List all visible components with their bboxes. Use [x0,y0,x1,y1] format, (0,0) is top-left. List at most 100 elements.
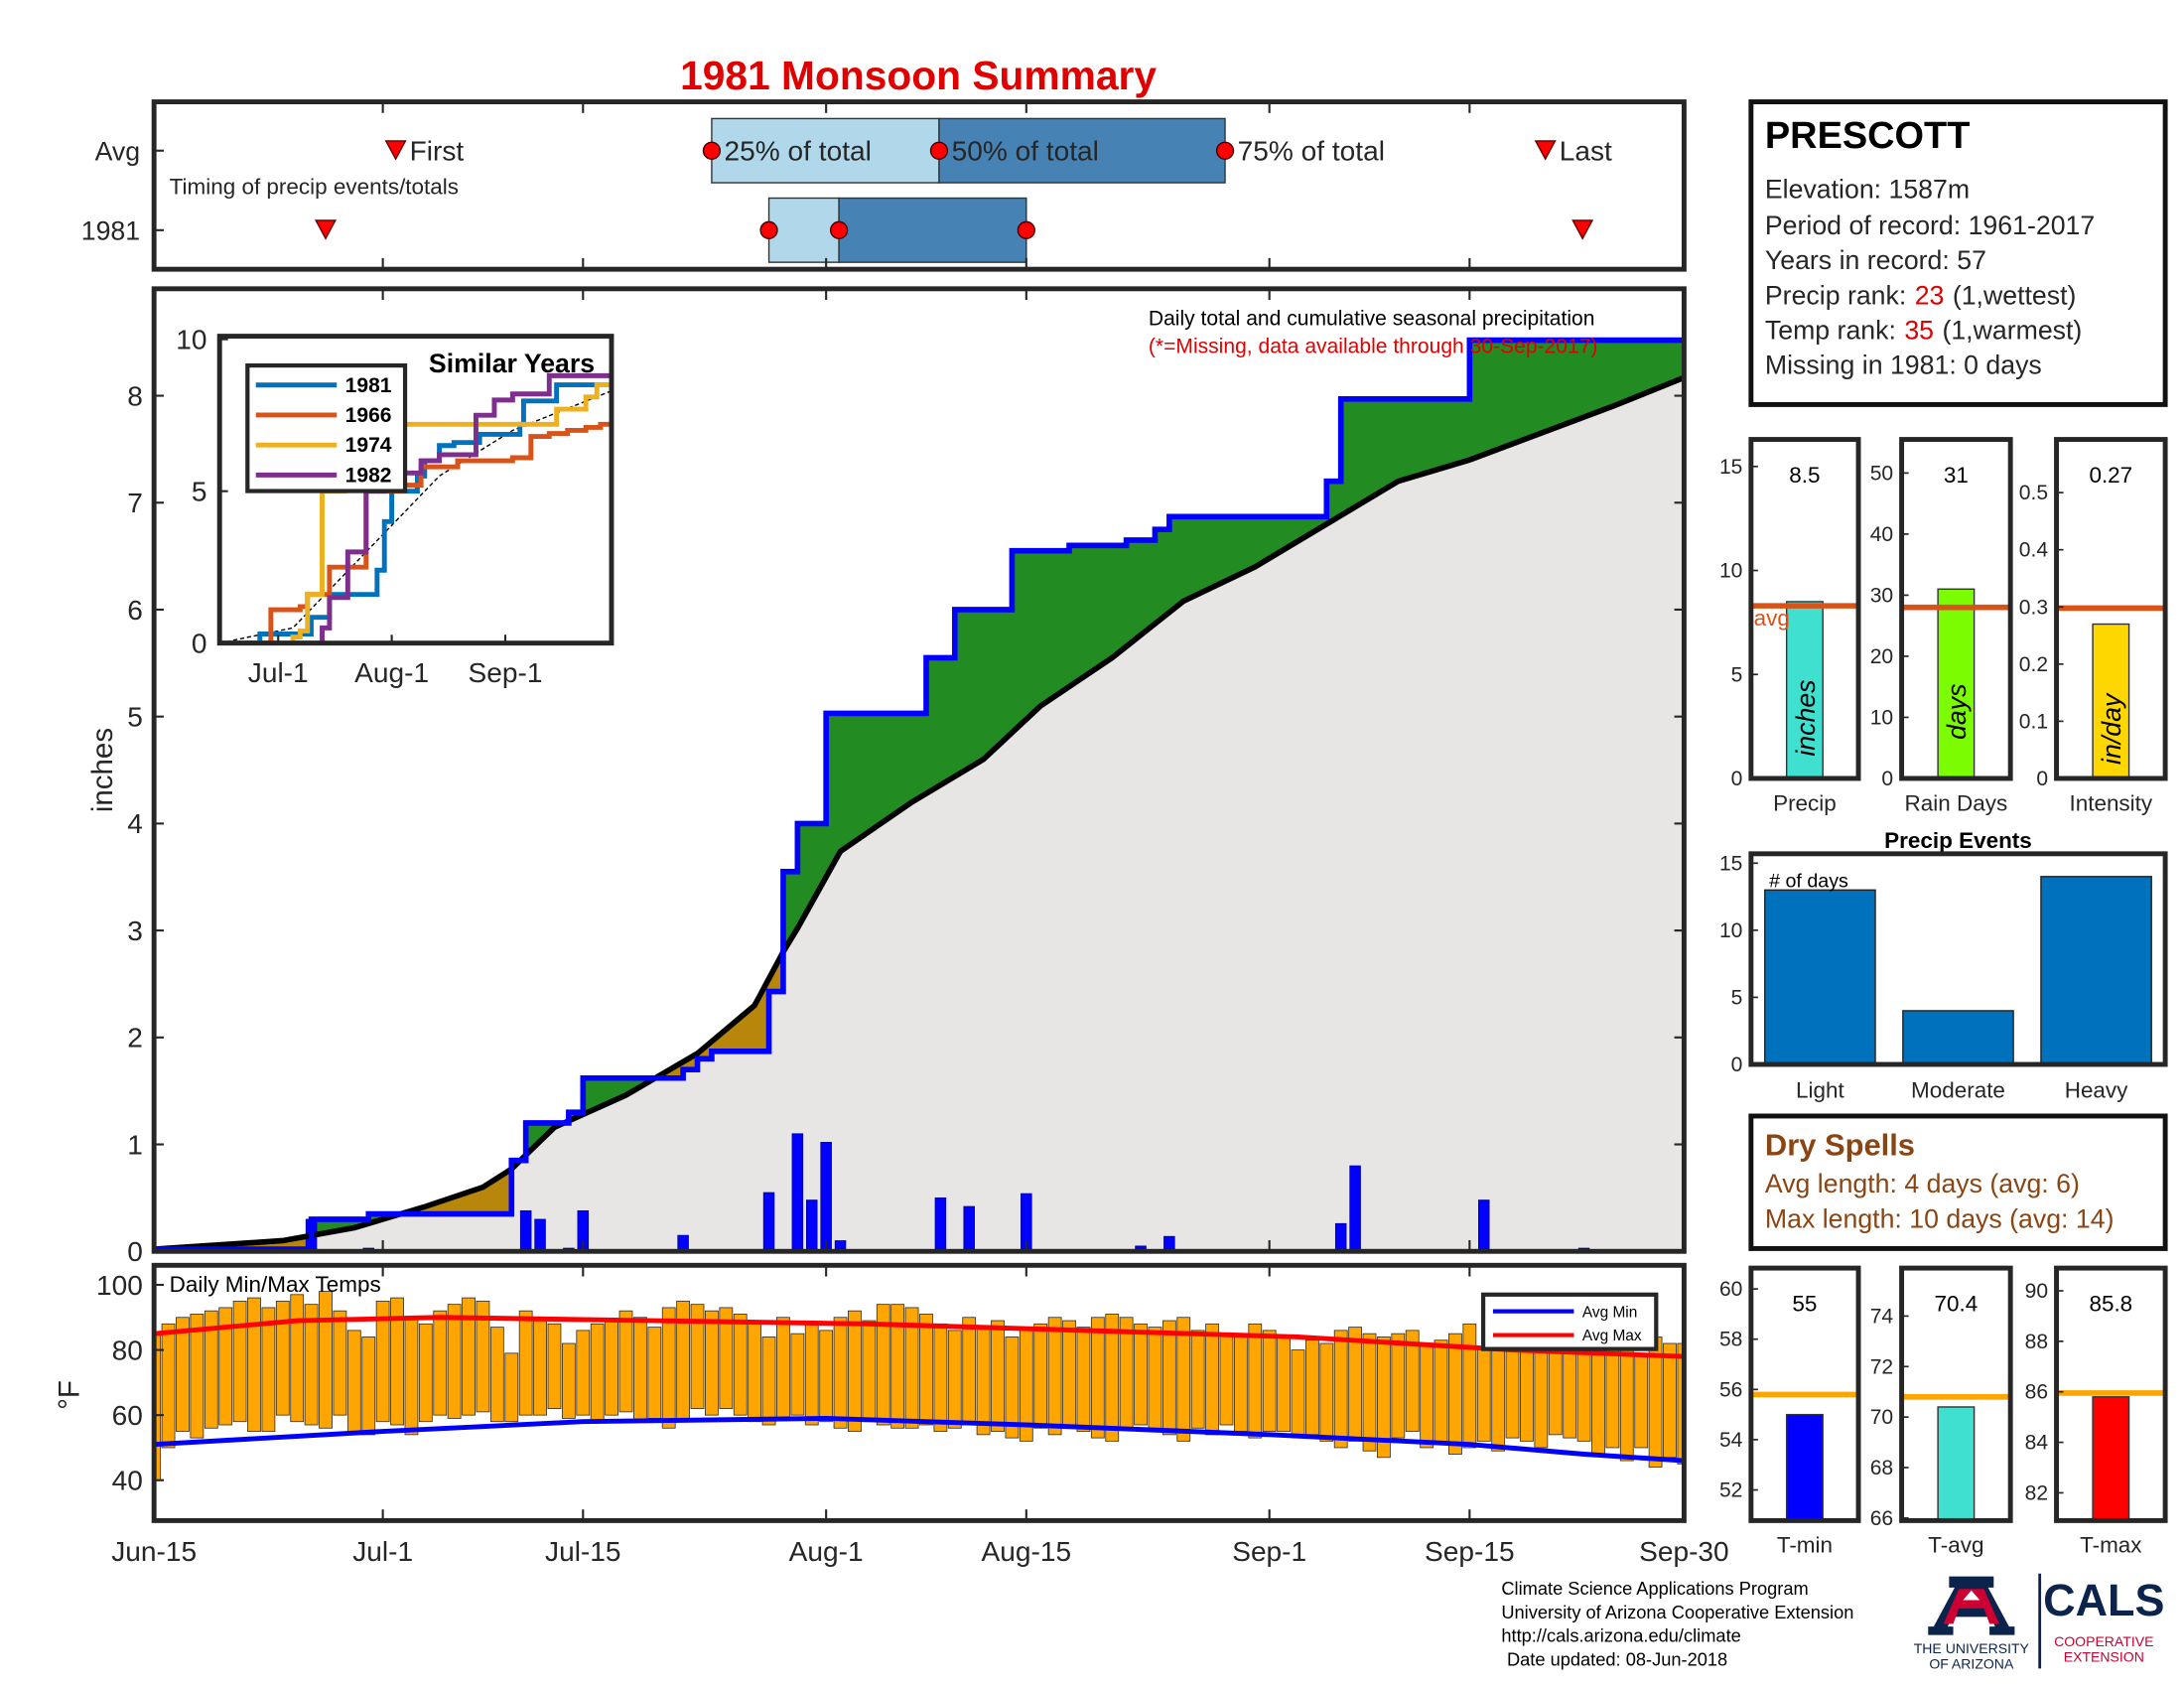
value-label: 0.27 [2089,463,2132,488]
x-tick-label: Sep-30 [1639,1536,1729,1567]
panel-frame [151,99,1687,272]
y-tick-label: 20 [1870,645,1893,668]
rank-note: (1,warmest) [1942,315,2082,345]
temp-bar [1433,1339,1448,1442]
temp-bar [618,1310,633,1413]
y-tick-label: 84 [2025,1432,2049,1455]
panel-frame [1748,851,2168,1067]
temp-bar [947,1330,962,1429]
value-label: 85.8 [2089,1292,2132,1317]
temp-bar [1291,1349,1305,1439]
category-label: T-max [2080,1533,2141,1558]
temp-bar [1134,1323,1148,1426]
y-axis-label: inches [86,728,119,812]
temp-bar [833,1317,848,1429]
temp-bar [290,1294,305,1423]
temp-bar [748,1323,762,1423]
annotation: Daily total and cumulative seasonal prec… [1149,307,1595,330]
temp-bar [819,1330,834,1423]
y-tick-label: 0.3 [2019,596,2048,619]
rank-value: 35 [1904,315,1934,345]
temp-bar [433,1310,448,1416]
series-line [219,421,612,643]
temp-bar [661,1307,676,1429]
y-tick-label: 68 [1870,1457,1893,1479]
temp-bar [275,1300,290,1416]
temp-bar [1076,1327,1091,1432]
marker-label: 50% of total [952,136,1099,167]
average-line [153,374,1686,1252]
panel-frame [151,1262,1687,1523]
temp-bar [776,1317,790,1419]
temp-bar [1176,1317,1191,1442]
x-tick-label: Sep-1 [469,657,543,688]
temp-bar [733,1314,748,1416]
temp-bar [690,1304,705,1410]
category-label: Precip [1773,790,1837,815]
temp-bar [1148,1327,1162,1432]
legend-label: Avg Max [1582,1328,1642,1344]
dry-spells-line: Avg length: 4 days (avg: 6) [1765,1169,2080,1198]
x-tick-label: Heavy [2065,1078,2128,1103]
temp-bar [333,1310,347,1416]
y-tick-label: 50 [1870,462,1893,485]
panel-frame [2054,1265,2168,1523]
category-label: Rain Days [1905,790,2008,815]
footer-line: Climate Science Applications Program [1501,1578,1808,1599]
temp-bar [1062,1320,1076,1429]
daily-bar [963,1205,975,1252]
temp-bar [1190,1330,1205,1429]
percent-marker [759,220,778,239]
temp-bar [547,1323,562,1410]
panel-frame [1748,1265,1861,1523]
station-name: PRESCOTT [1765,115,1970,157]
temp-bar [962,1317,977,1426]
y-tick-label: 1 [127,1129,143,1160]
quartile-box [767,197,840,263]
temp-bar [462,1297,476,1416]
y-tick-label: 10 [1870,706,1893,729]
temp-bar [1033,1323,1048,1429]
temp-bar [1362,1333,1377,1452]
station-line: Temp rank: 35 (1,warmest) [1765,315,2082,345]
temp-bar [1333,1330,1348,1449]
y-tick-label: 0 [2036,768,2048,790]
y-tick-label: 40 [1870,523,1893,546]
y-tick-label: 0.5 [2019,482,2048,504]
percent-marker [929,141,949,160]
y-tick-label: 60 [1719,1278,1742,1301]
y-tick-label: 15 [1719,852,1742,875]
y-tick-label: 82 [2025,1481,2048,1504]
station-line: Precip rank: 23 (1,wettest) [1765,280,2077,310]
y-tick-label: 4 [127,808,143,839]
temp-bar [1304,1339,1319,1436]
temp-bar [1634,1355,1649,1449]
daily-bar [519,1209,532,1252]
value-label: 31 [1944,463,1969,488]
daily-bar [806,1199,818,1252]
base-area [154,377,1685,1252]
y-tick-label: 30 [1870,584,1893,607]
y-tick-label: 10 [1719,919,1742,942]
value-label: 8.5 [1789,463,1820,488]
x-tick-label: Jul-15 [545,1536,620,1567]
temp-bar [204,1310,218,1429]
temp-bar [404,1317,419,1436]
temp-bar [605,1320,619,1416]
legend-label: 1982 [345,464,392,487]
percent-marker [1017,220,1035,239]
y-tick-label: 86 [2025,1381,2048,1404]
avg-temp-line [154,1415,1685,1464]
y-tick-label: 5 [1731,663,1743,686]
daily-bar [820,1142,832,1252]
university-logo: THE UNIVERSITY OF ARIZONA CALS COOPERATI… [1914,1573,2164,1671]
y-tick-label: 40 [112,1466,143,1496]
inset-title: Similar Years [429,349,595,378]
temp-bar [1677,1342,1685,1465]
y-tick-label: 5 [1731,986,1743,1009]
y-tick-label: 74 [1870,1305,1894,1328]
temp-bar [1476,1349,1491,1442]
temp-bar [976,1327,991,1436]
temp-bar [761,1336,776,1426]
marker-label: Last [1560,136,1612,167]
